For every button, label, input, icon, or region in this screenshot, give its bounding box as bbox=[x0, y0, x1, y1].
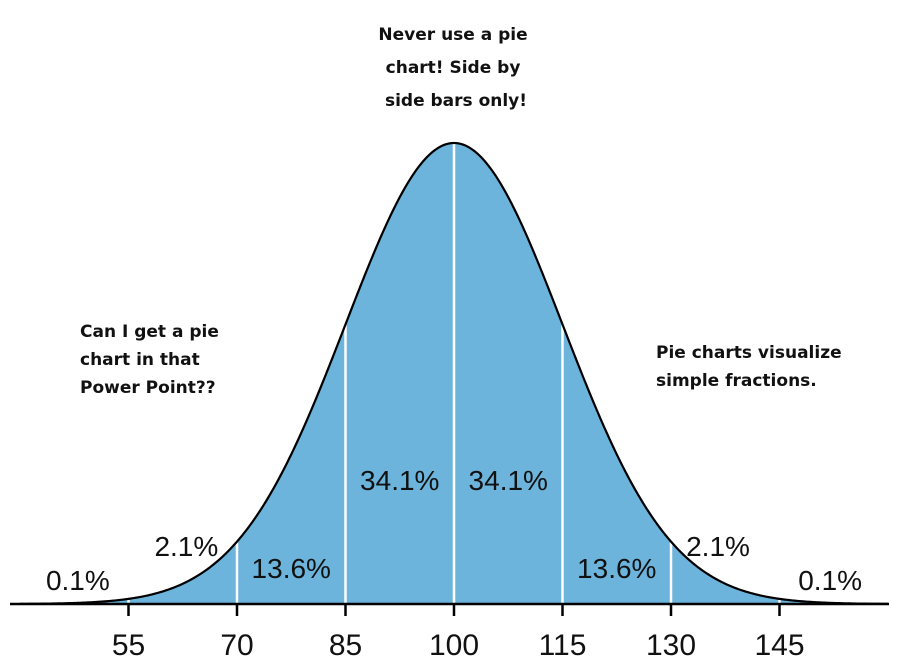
annotation-right: Pie charts visualize simple fractions. bbox=[656, 343, 848, 391]
annotation-top-line-3: side bars only! bbox=[385, 91, 527, 111]
x-tick-label-145: 145 bbox=[754, 629, 804, 662]
distribution-curve bbox=[19, 141, 889, 605]
x-axis-ticks bbox=[127, 604, 781, 616]
annotation-right-line-1: Pie charts visualize bbox=[656, 343, 842, 363]
annotation-top-line-1: Never use a pie bbox=[378, 25, 527, 45]
x-tick-label-55: 55 bbox=[112, 629, 145, 662]
region-label-3: 34.1% bbox=[360, 465, 439, 496]
x-tick-label-115: 115 bbox=[539, 629, 587, 662]
annotation-left: Can I get a pie chart in that Power Poin… bbox=[80, 322, 225, 398]
percentage-labels: 0.1% 2.1% 13.6% 34.1% 34.1% 13.6% 2.1% 0.1% bbox=[46, 465, 862, 596]
region-label-5: 13.6% bbox=[577, 553, 656, 584]
x-tick-label-100: 100 bbox=[429, 629, 479, 662]
annotation-top-line-2: chart! Side by bbox=[386, 58, 521, 78]
x-tick-label-85: 85 bbox=[329, 629, 362, 662]
region-label-7: 0.1% bbox=[798, 565, 862, 596]
annotation-left-line-3: Power Point?? bbox=[80, 378, 216, 398]
region-label-4: 34.1% bbox=[469, 465, 548, 496]
sd-dividers bbox=[127, 144, 781, 604]
x-tick-label-130: 130 bbox=[646, 629, 696, 662]
region-label-1: 2.1% bbox=[154, 531, 218, 562]
annotation-left-line-1: Can I get a pie bbox=[80, 322, 219, 342]
annotation-top: Never use a pie chart! Side by side bars… bbox=[378, 25, 533, 111]
x-axis-tick-labels: 55 70 85 100 115 130 145 bbox=[112, 629, 805, 662]
x-tick-label-70: 70 bbox=[220, 629, 253, 662]
region-label-0: 0.1% bbox=[46, 565, 110, 596]
region-label-6: 2.1% bbox=[686, 531, 750, 562]
region-label-2: 13.6% bbox=[252, 553, 331, 584]
annotation-left-line-2: chart in that bbox=[80, 350, 200, 370]
annotation-right-line-2: simple fractions. bbox=[656, 371, 817, 391]
